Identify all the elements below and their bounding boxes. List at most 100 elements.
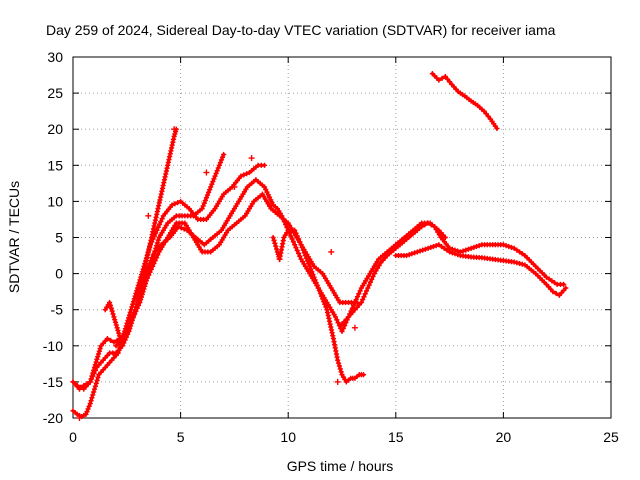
data-point: [85, 406, 91, 412]
data-point: [217, 159, 224, 166]
data-point: [292, 227, 298, 233]
data-point: [149, 239, 155, 245]
series-track-a: [70, 126, 179, 392]
scattered-points: [76, 126, 358, 421]
data-point: [412, 250, 418, 256]
data-point: [363, 288, 370, 294]
data-point: [155, 237, 161, 243]
data-point: [140, 282, 146, 288]
data-point: [204, 192, 211, 198]
y-axis-label: SDTVAR / TECUs: [6, 181, 22, 293]
data-point: [308, 266, 314, 272]
data-point: [321, 298, 327, 305]
data-point: [419, 224, 425, 230]
grid: [73, 57, 611, 418]
x-tick-labels: 0 5 10 15 20 25: [69, 429, 619, 445]
data-point: [106, 299, 113, 306]
data-point: [335, 320, 341, 326]
y-tick-label: -10: [43, 338, 63, 354]
data-point: [243, 171, 250, 177]
data-point: [137, 290, 143, 297]
data-point: [95, 351, 102, 357]
series-line: [71, 127, 178, 391]
data-point: [550, 289, 556, 295]
data-point: [77, 384, 84, 390]
data-point: [516, 249, 523, 255]
data-point: [369, 276, 375, 282]
data-point: [76, 415, 83, 421]
data-point: [360, 296, 366, 303]
data-point: [311, 274, 317, 280]
data-point: [503, 243, 509, 249]
data-point: [94, 356, 100, 362]
y-tick-label: 15: [47, 157, 63, 173]
data-point: [306, 261, 312, 267]
y-tick-label: -5: [51, 302, 64, 318]
data-point: [452, 251, 458, 257]
data-point: [116, 347, 122, 353]
data-point: [92, 362, 98, 368]
data-point: [87, 400, 93, 407]
data-point: [361, 294, 367, 300]
data-point: [561, 281, 567, 288]
data-point: [203, 195, 210, 201]
data-point: [280, 216, 286, 222]
data-point: [115, 327, 121, 334]
data-point: [107, 302, 114, 308]
data-point: [367, 279, 374, 285]
data-point: [89, 395, 95, 401]
y-tick-label: -15: [43, 374, 63, 390]
data-point: [151, 233, 157, 239]
data-point: [471, 244, 477, 251]
data-point: [283, 221, 289, 228]
data-point: [271, 237, 277, 243]
data-point: [297, 253, 303, 259]
data-point: [147, 244, 153, 251]
data-point: [93, 359, 99, 365]
x-tick-label: 15: [388, 429, 404, 445]
data-point: [302, 252, 309, 259]
x-axis-label: GPS time / hours: [287, 458, 394, 474]
data-point: [147, 260, 153, 267]
data-point: [86, 403, 92, 409]
data-point: [213, 170, 219, 177]
data-point: [425, 245, 431, 251]
data-point: [144, 269, 150, 275]
data-point: [219, 154, 226, 160]
data-point: [175, 224, 182, 230]
y-tick-label: -20: [43, 410, 63, 426]
data-point: [317, 290, 324, 297]
data-point: [295, 236, 302, 242]
data-point: [261, 162, 268, 168]
series-line: [430, 72, 499, 131]
data-point: [290, 239, 296, 245]
data-point: [112, 319, 119, 325]
data-point: [473, 243, 480, 250]
data-point: [96, 348, 102, 354]
data-point: [114, 325, 120, 331]
data-point: [351, 324, 358, 331]
data-point: [438, 243, 445, 250]
data-point: [270, 234, 276, 241]
data-point: [117, 345, 123, 351]
data-point: [91, 386, 98, 392]
data-point: [444, 247, 450, 253]
y-tick-label: 10: [47, 193, 63, 209]
data-point: [216, 162, 222, 168]
data-point: [455, 252, 461, 258]
data-point: [332, 314, 339, 320]
x-tick-label: 5: [177, 429, 185, 445]
data-point: [136, 296, 142, 302]
data-point: [144, 266, 151, 272]
data-point: [289, 236, 295, 242]
data-point: [370, 273, 376, 280]
data-point: [91, 364, 98, 371]
series-track-i: [429, 71, 500, 132]
data-point: [316, 288, 323, 294]
data-point: [328, 248, 335, 255]
x-tick-label: 20: [496, 429, 512, 445]
y-tick-label: 0: [55, 266, 63, 282]
data-point: [149, 255, 155, 261]
data-point: [91, 389, 97, 395]
data-point: [420, 247, 426, 253]
